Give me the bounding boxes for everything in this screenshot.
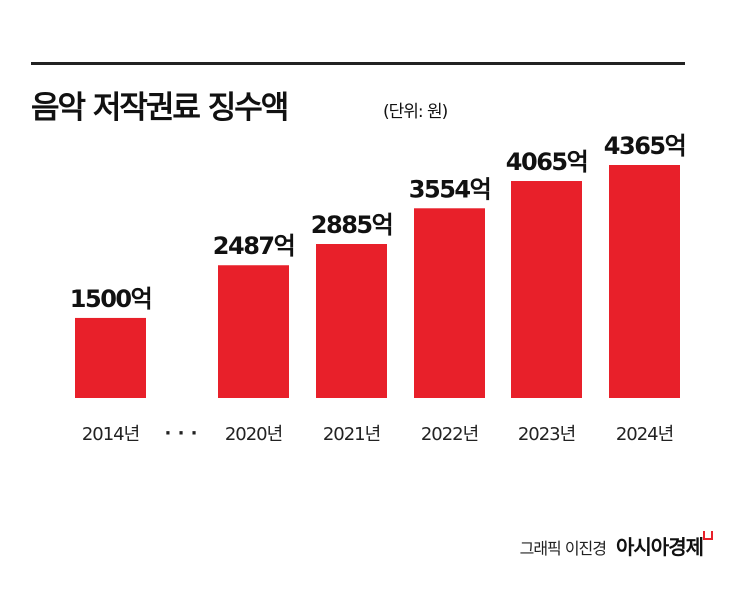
logo-mark-icon	[703, 531, 713, 540]
chart-title: 음악 저작권료 징수액	[31, 90, 289, 126]
axis-gap-marker: · · ·	[164, 423, 197, 444]
bar-2014년	[75, 317, 146, 398]
bar-2021년	[316, 244, 387, 398]
x-tick-label: 2024년	[616, 424, 673, 445]
credit: 그래픽 이진경 아시아경제	[520, 531, 713, 560]
x-tick-label: 2022년	[421, 424, 478, 445]
x-tick-label: 2021년	[323, 424, 380, 445]
x-tick-label: 2020년	[225, 424, 282, 445]
data-label: 4365억	[604, 132, 685, 160]
data-label: 1500억	[70, 285, 151, 313]
bar-2022년	[414, 208, 485, 398]
data-label: 3554억	[409, 175, 490, 203]
unit-label: (단위: 원)	[383, 102, 448, 122]
bar-2024년	[609, 165, 680, 398]
title-rule	[31, 62, 685, 65]
data-label: 4065억	[506, 148, 587, 176]
publisher-logo: 아시아경제	[616, 531, 713, 560]
bar-2020년	[218, 265, 289, 398]
graphic-credit: 그래픽 이진경	[519, 539, 607, 558]
data-label: 2487억	[213, 232, 294, 260]
x-tick-label: 2023년	[518, 424, 575, 445]
data-label: 2885억	[311, 211, 392, 239]
x-tick-label: 2014년	[82, 424, 139, 445]
bar-2023년	[511, 181, 582, 398]
publisher-logo-text: 아시아경제	[616, 535, 704, 559]
